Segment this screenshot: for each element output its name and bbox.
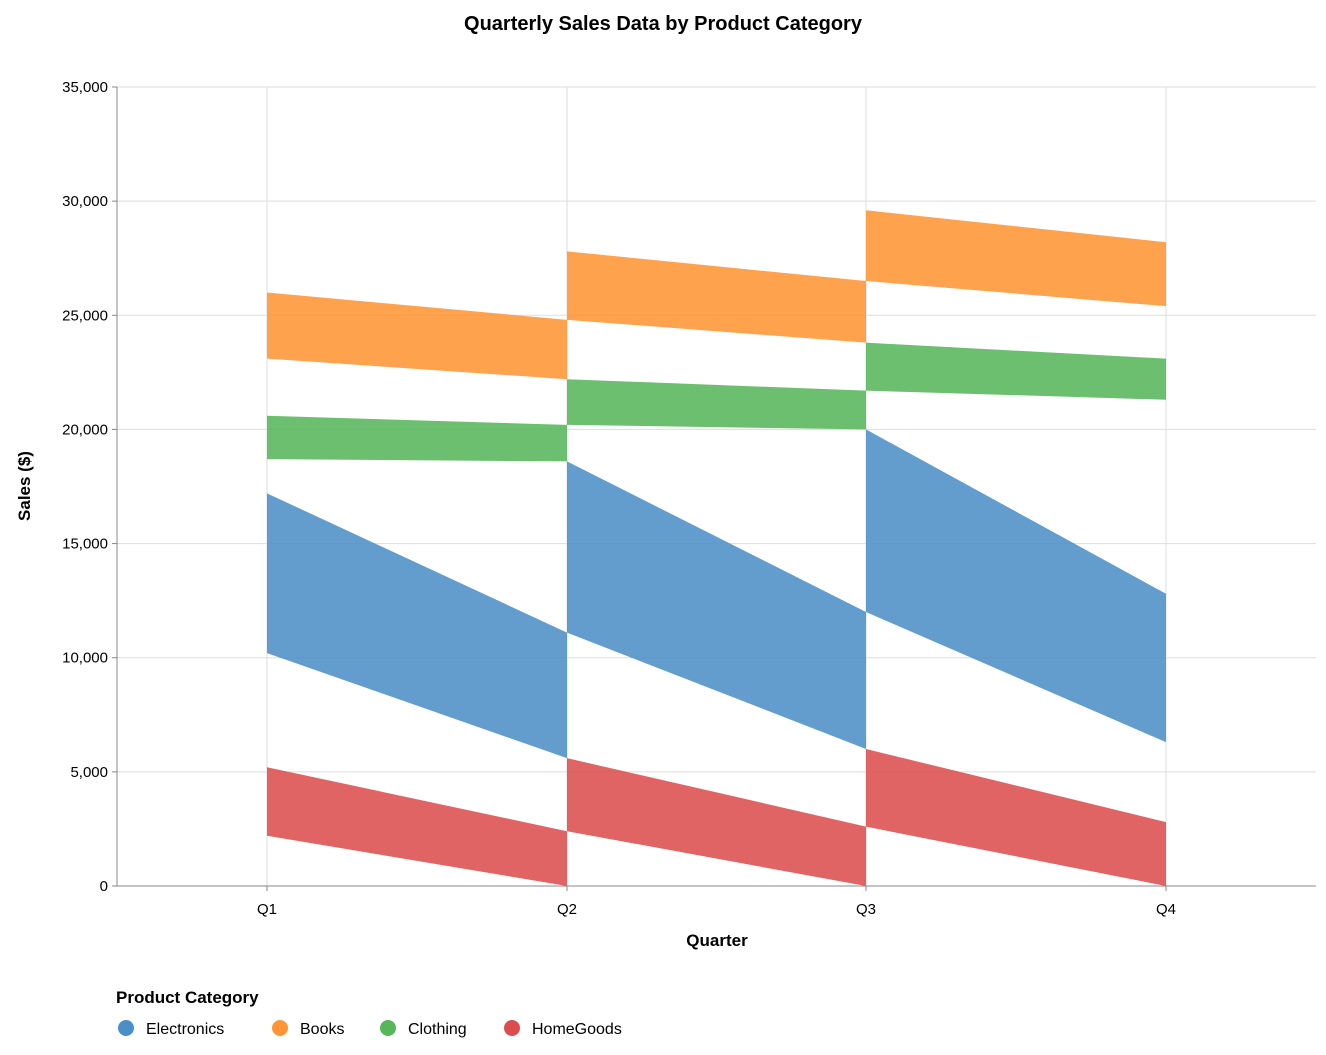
series-homegoods <box>267 749 1166 886</box>
area-layer <box>267 210 1166 886</box>
legend-swatch <box>380 1020 396 1036</box>
x-tick-label: Q2 <box>557 901 577 918</box>
y-axis-title: Sales ($) <box>15 451 34 521</box>
area-segment-clothing[interactable] <box>567 379 866 430</box>
legend-item-electronics[interactable]: Electronics <box>118 1020 224 1038</box>
legend-item-books[interactable]: Books <box>272 1020 344 1038</box>
x-tick-label: Q1 <box>257 901 277 918</box>
series-books <box>267 210 1166 380</box>
legend-swatch <box>272 1020 288 1036</box>
legend-title: Product Category <box>116 988 259 1007</box>
area-segment-homegoods[interactable] <box>267 767 567 886</box>
legend-swatch <box>504 1020 520 1036</box>
x-tick-label: Q4 <box>1156 901 1176 918</box>
grid-layer <box>117 86 1316 886</box>
legend-item-homegoods[interactable]: HomeGoods <box>504 1020 622 1038</box>
legend: Product Category Electronics Books Clothin… <box>116 988 622 1038</box>
x-axis-title: Quarter <box>686 931 748 950</box>
axis-layer: 0 5,000 10,000 15,000 20,000 25,000 30,000 35,0… <box>62 79 1316 918</box>
legend-item-clothing[interactable]: Clothing <box>380 1020 467 1038</box>
area-segment-clothing[interactable] <box>866 342 1166 400</box>
area-segment-homegoods[interactable] <box>567 758 866 886</box>
y-tick-label: 35,000 <box>62 79 108 96</box>
area-segment-books[interactable] <box>267 292 567 380</box>
x-tick-label: Q3 <box>856 901 876 918</box>
area-segment-electronics[interactable] <box>267 493 567 759</box>
y-tick-label: 5,000 <box>70 764 108 781</box>
area-segment-books[interactable] <box>567 251 866 343</box>
y-tick-label: 10,000 <box>62 650 108 667</box>
y-tick-label: 20,000 <box>62 421 108 438</box>
y-tick-label: 15,000 <box>62 536 108 553</box>
y-tick-label: 0 <box>100 878 108 895</box>
legend-label: Clothing <box>408 1021 467 1038</box>
area-segment-homegoods[interactable] <box>866 749 1166 886</box>
area-segment-electronics[interactable] <box>866 429 1166 743</box>
y-tick-label: 25,000 <box>62 307 108 324</box>
chart-title: Quarterly Sales Data by Product Category <box>464 13 863 35</box>
legend-label: HomeGoods <box>532 1021 622 1038</box>
series-electronics <box>267 429 1166 759</box>
legend-label: Electronics <box>146 1021 224 1038</box>
area-segment-clothing[interactable] <box>267 415 567 462</box>
legend-items: Electronics Books Clothing HomeGoods <box>118 1020 622 1038</box>
legend-swatch <box>118 1020 134 1036</box>
legend-label: Books <box>300 1021 344 1038</box>
series-clothing <box>267 342 1166 462</box>
area-segment-books[interactable] <box>866 210 1166 307</box>
area-segment-electronics[interactable] <box>567 461 866 750</box>
y-tick-label: 30,000 <box>62 193 108 210</box>
